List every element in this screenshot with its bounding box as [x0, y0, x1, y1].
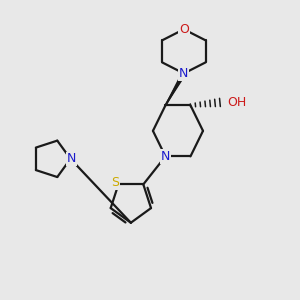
Polygon shape [166, 73, 185, 105]
Text: N: N [66, 152, 76, 165]
Text: S: S [111, 176, 119, 189]
Text: O: O [179, 23, 189, 36]
Text: N: N [179, 67, 188, 80]
Text: OH: OH [227, 96, 247, 109]
Text: N: N [161, 150, 170, 163]
